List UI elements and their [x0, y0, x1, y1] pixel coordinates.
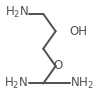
Text: H$_2$N: H$_2$N	[5, 5, 30, 20]
Text: OH: OH	[69, 25, 87, 38]
Text: O: O	[53, 59, 62, 72]
Text: NH$_2$: NH$_2$	[70, 76, 94, 91]
Text: H$_2$N: H$_2$N	[4, 76, 29, 91]
